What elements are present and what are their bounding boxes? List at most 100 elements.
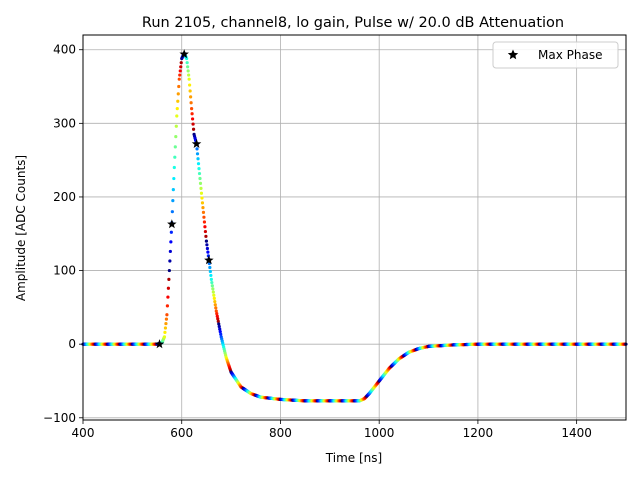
pulse-point <box>196 157 200 161</box>
pulse-point <box>175 114 179 118</box>
max-phase-series <box>154 49 214 349</box>
pulse-point <box>163 330 167 334</box>
pulse-point <box>162 335 167 339</box>
x-tick-label: 600 <box>170 426 193 440</box>
x-axis-label: Time [ns] <box>325 451 382 465</box>
pulse-point <box>163 326 168 330</box>
pulse-point <box>210 284 214 288</box>
x-tick-label: 800 <box>269 426 292 440</box>
pulse-point <box>216 317 220 321</box>
pulse-point <box>170 210 174 214</box>
pulse-point <box>173 155 177 159</box>
pulse-point <box>189 95 193 99</box>
pulse-point <box>167 268 171 273</box>
max-phase-marker <box>191 138 202 148</box>
pulse-point <box>174 134 178 139</box>
pulse-point <box>214 306 218 310</box>
pulse-point <box>169 240 173 244</box>
pulse-point <box>214 309 218 313</box>
pulse-point <box>218 330 222 334</box>
pulse-point <box>201 210 206 215</box>
pulse-point <box>168 259 172 263</box>
pulse-point <box>202 220 207 224</box>
pulse-point <box>204 239 209 243</box>
pulse-point <box>164 321 168 326</box>
pulse-point <box>197 167 201 171</box>
max-phase-marker <box>179 49 189 59</box>
pulse-point <box>212 293 216 297</box>
pulse-point <box>200 196 204 200</box>
pulse-point <box>200 201 205 205</box>
pulse-point <box>211 290 215 294</box>
legend: Max Phase <box>492 41 619 69</box>
pulse-point <box>187 77 191 81</box>
pulse-point <box>178 73 182 77</box>
pulse-point <box>169 230 173 234</box>
pulse-point <box>191 127 196 131</box>
pulse-point <box>179 65 183 69</box>
pulse-point <box>190 117 195 121</box>
pulse-point <box>191 122 195 126</box>
pulse-point <box>176 99 180 103</box>
pulse-point <box>168 249 172 254</box>
pulse-point <box>190 112 194 116</box>
pulse-point <box>166 286 170 290</box>
legend-star-icon <box>507 49 519 60</box>
pulse-point <box>208 265 212 270</box>
pulse-point <box>208 269 212 274</box>
pulse-point <box>203 225 207 229</box>
y-tick-label: 0 <box>68 337 76 351</box>
pulse-point <box>210 280 214 285</box>
pulse-point <box>175 107 179 111</box>
max-phase-marker <box>154 339 165 349</box>
legend-box <box>492 41 619 69</box>
pulse-point <box>186 69 190 73</box>
pulse-point <box>198 181 203 186</box>
pulse-point <box>212 296 216 300</box>
x-tick-label: 1000 <box>364 426 395 440</box>
pulse-point <box>213 303 217 307</box>
pulse-point <box>217 322 221 326</box>
pulse-point <box>211 287 215 291</box>
x-tick-label: 1200 <box>463 426 494 440</box>
y-tick-label: −100 <box>43 411 76 425</box>
pulse-point <box>171 199 175 203</box>
pulse-point <box>174 124 178 128</box>
pulse-point <box>205 243 209 247</box>
pulse-point <box>204 234 208 238</box>
pulse-point <box>215 312 219 316</box>
pulse-point <box>206 250 210 254</box>
y-axis-label: Amplitude [ADC Counts] <box>14 155 28 301</box>
chart-title: Run 2105, channel8, lo gain, Pulse w/ 20… <box>142 15 564 31</box>
pulse-point <box>195 147 199 151</box>
y-tick-label: 100 <box>53 264 76 278</box>
pulse-point <box>196 162 201 166</box>
pulse-point <box>188 89 192 93</box>
y-tick-label: 400 <box>53 43 76 57</box>
pulse-point <box>199 186 203 190</box>
pulse-point <box>172 165 176 170</box>
pulse-point <box>171 187 175 192</box>
pulse-point <box>199 191 204 195</box>
pulse-point <box>165 313 169 317</box>
x-tick-label: 1400 <box>561 426 592 440</box>
grid-lines <box>82 35 626 420</box>
pulse-point <box>213 299 217 304</box>
pulse-point <box>172 176 176 181</box>
y-axis-ticks: −100 0 100 200 300 400 <box>43 43 83 425</box>
pulse-point <box>219 332 223 336</box>
max-phase-marker <box>204 255 214 265</box>
max-phase-marker <box>167 219 177 229</box>
pulse-point <box>205 246 209 251</box>
pulse-point <box>202 215 206 219</box>
pulse-point <box>217 324 221 329</box>
pulse-point <box>186 65 190 69</box>
pulse-point <box>166 295 170 299</box>
pulse-point <box>178 69 182 73</box>
pulse-point <box>187 73 191 77</box>
pulse-point <box>195 152 200 156</box>
pulse-point <box>203 229 208 234</box>
pulse-point <box>188 83 192 87</box>
plot-frame <box>82 34 627 421</box>
